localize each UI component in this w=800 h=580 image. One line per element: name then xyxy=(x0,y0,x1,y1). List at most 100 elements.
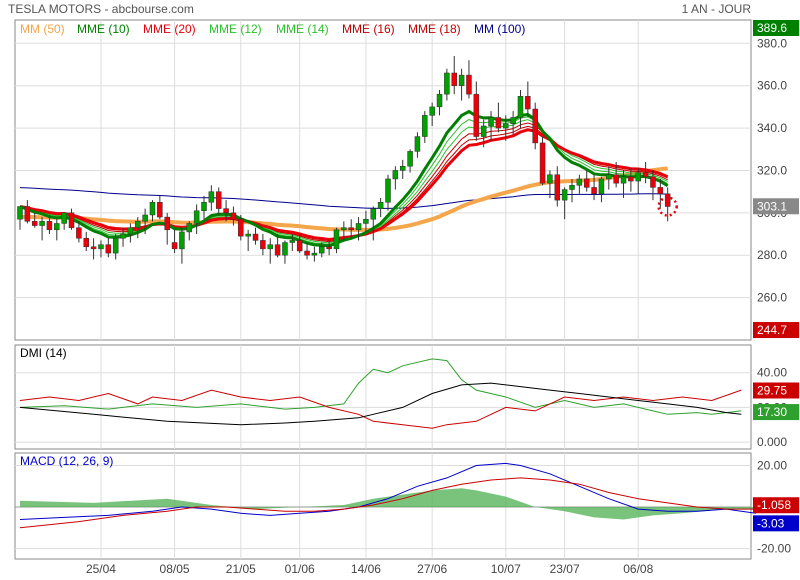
dmi-tag xyxy=(753,382,799,399)
last-price-marker xyxy=(657,196,678,217)
x-tick-label: 06/08 xyxy=(623,562,653,576)
candle-body xyxy=(554,174,561,201)
candle-body xyxy=(348,227,354,231)
candle-body xyxy=(628,176,634,182)
candle-body xyxy=(370,208,377,220)
dmi-tag-label: 17.30 xyxy=(757,405,787,419)
x-tick-label: 27/06 xyxy=(417,562,447,576)
candle-body xyxy=(495,117,502,129)
candle-body xyxy=(650,176,656,188)
candle-body xyxy=(458,74,465,86)
candle-body xyxy=(311,252,318,256)
candle-body xyxy=(399,165,406,171)
candle-body xyxy=(142,214,148,222)
candle-body xyxy=(252,233,259,241)
macd-line xyxy=(19,462,757,520)
candle-body xyxy=(83,238,89,248)
y-tick-label: 20.00 xyxy=(757,458,787,472)
candle-body xyxy=(61,212,67,224)
candle-body xyxy=(525,96,531,110)
adx-line xyxy=(19,382,742,426)
candle-body xyxy=(127,227,134,235)
candle-body xyxy=(120,233,126,239)
dmi-panel xyxy=(14,344,752,450)
price-legend: MM (50) MME (10) MME (20) MME (12) MME (… xyxy=(20,22,525,36)
price-tag-label: 389.6 xyxy=(757,21,787,35)
candle-body xyxy=(98,244,104,250)
candle-body xyxy=(267,244,273,250)
candle-body xyxy=(230,212,237,220)
price-layer xyxy=(17,56,678,264)
candle-body xyxy=(245,233,251,237)
candle-body xyxy=(24,206,31,222)
macd-title: MACD (12, 26, 9) xyxy=(20,454,113,468)
candle-body xyxy=(664,193,671,207)
x-tick-label: 08/05 xyxy=(160,562,190,576)
candle-body xyxy=(208,191,215,203)
dmi-layer xyxy=(19,358,742,429)
x-tick-label: 23/07 xyxy=(550,562,580,576)
price-tag-label: 244.7 xyxy=(757,323,787,337)
macd-tag xyxy=(753,497,799,514)
legend-mme10: MME (10) xyxy=(77,22,130,36)
dmi-title: DMI (14) xyxy=(20,346,67,360)
y-tick-label: 340.0 xyxy=(757,121,787,135)
candle-body xyxy=(326,246,332,250)
candle-body xyxy=(319,246,325,254)
candle-body xyxy=(503,123,509,129)
candle-body xyxy=(171,242,178,250)
candle-body xyxy=(510,117,516,125)
price-tag xyxy=(753,322,799,339)
x-tick-label: 01/06 xyxy=(285,562,315,576)
candle-body xyxy=(392,170,399,180)
candle-body xyxy=(90,246,97,250)
y-tick-label: 260.0 xyxy=(757,291,787,305)
dmi_plus-line xyxy=(19,358,742,415)
y-tick-label: 280.0 xyxy=(757,248,787,262)
dmi-tag xyxy=(753,404,799,421)
candle-body xyxy=(39,221,45,226)
legend-mme14: MME (14) xyxy=(276,22,329,36)
candle-body xyxy=(31,221,38,226)
candle-body xyxy=(76,227,82,239)
candle-body xyxy=(583,178,590,188)
candle-body xyxy=(532,108,538,144)
candle-body xyxy=(17,206,23,220)
candle-body xyxy=(385,178,391,203)
candle-body xyxy=(539,142,546,184)
candle-body xyxy=(54,223,60,231)
candle-body xyxy=(576,178,583,186)
candle-body xyxy=(135,221,141,228)
x-tick-label: 10/07 xyxy=(491,562,521,576)
candle-body xyxy=(333,229,340,250)
candle-body xyxy=(238,218,244,237)
candle-body xyxy=(164,216,170,231)
candle-body xyxy=(620,176,627,184)
macd-tag-label: -3.03 xyxy=(757,516,785,530)
candle-body xyxy=(282,242,288,256)
candle-body xyxy=(547,174,553,184)
candle-body xyxy=(613,174,619,184)
candle-body xyxy=(436,93,443,108)
candle-body xyxy=(296,240,303,252)
candle-body xyxy=(473,93,480,137)
candle-body xyxy=(355,223,362,231)
candle-body xyxy=(429,106,435,116)
candle-body xyxy=(289,240,296,243)
y-tick-label: -20.00 xyxy=(757,542,791,556)
axis-layer: 25/04 08/05 21/05 01/06 14/06 27/06 10/07 23/07… xyxy=(86,20,799,576)
macd-layer xyxy=(19,462,757,529)
candle-body xyxy=(215,191,222,209)
dmi-tag-label: 29.75 xyxy=(757,384,787,398)
legend-mm100: MM (100) xyxy=(474,22,525,36)
candle-body xyxy=(46,221,53,231)
candle-body xyxy=(488,117,494,127)
price-tag xyxy=(753,198,799,215)
candle-body xyxy=(112,238,119,254)
y-tick-label: 0.000 xyxy=(757,435,787,449)
x-tick-label: 14/06 xyxy=(351,562,381,576)
candle-body xyxy=(157,202,163,218)
price-tag xyxy=(753,20,799,36)
x-tick-label: 25/04 xyxy=(86,562,116,576)
